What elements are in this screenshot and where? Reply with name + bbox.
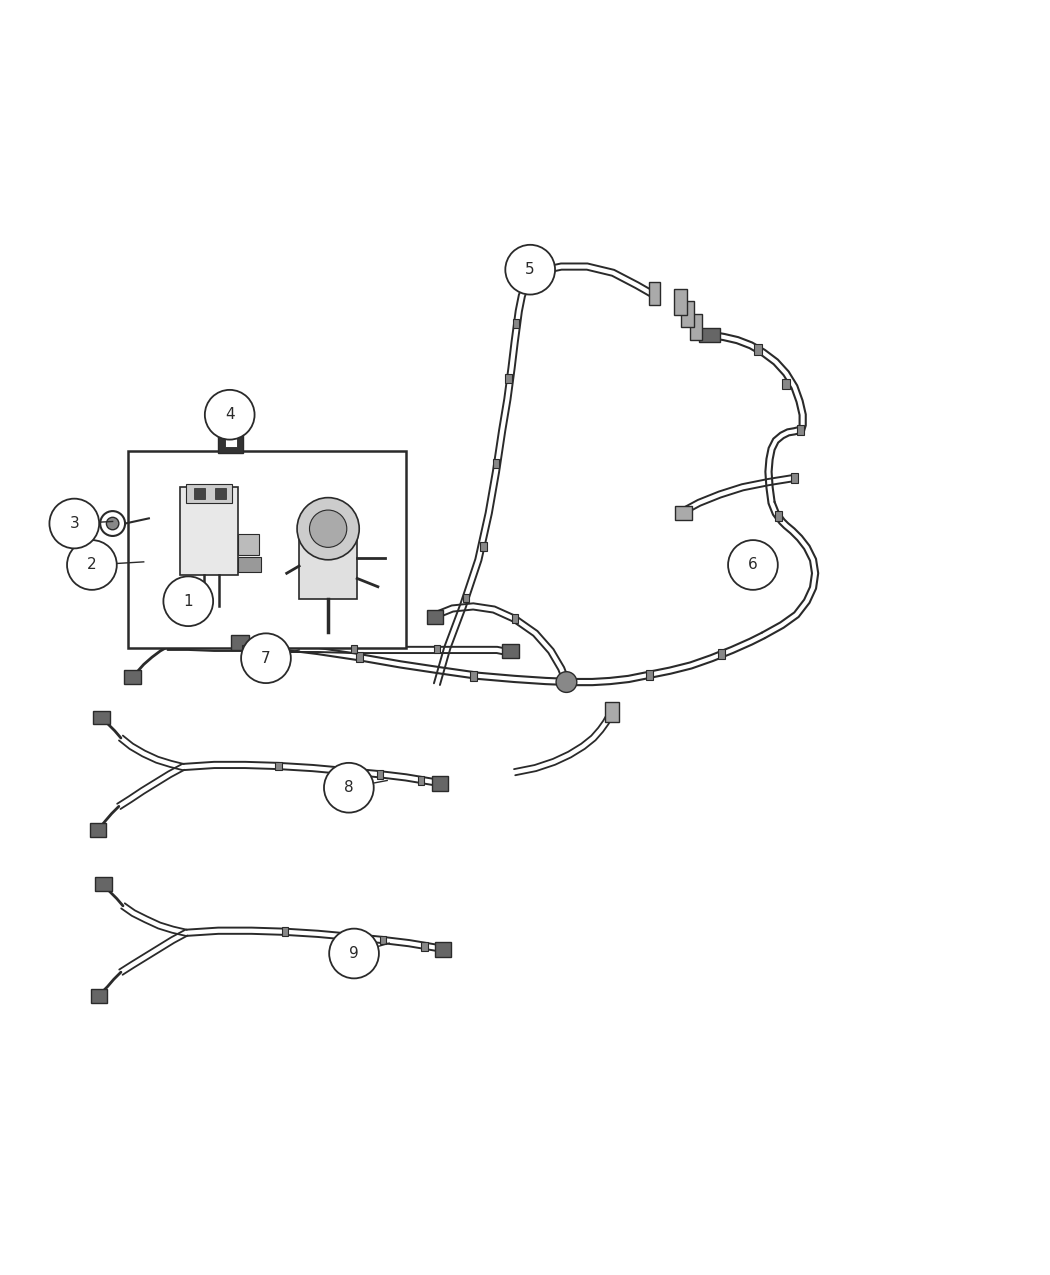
FancyBboxPatch shape: [435, 942, 452, 956]
Circle shape: [329, 928, 379, 978]
Bar: [481, 542, 486, 551]
Circle shape: [164, 576, 213, 626]
FancyBboxPatch shape: [93, 710, 109, 724]
Bar: [563, 677, 570, 687]
Bar: [418, 776, 424, 785]
Bar: [218, 430, 244, 453]
Bar: [649, 282, 659, 305]
Bar: [775, 511, 782, 521]
Bar: [215, 488, 226, 499]
Circle shape: [505, 245, 555, 295]
Bar: [275, 761, 281, 770]
Circle shape: [67, 541, 117, 590]
Bar: [675, 506, 692, 520]
Bar: [377, 770, 383, 779]
Bar: [238, 557, 260, 572]
Bar: [238, 534, 258, 555]
FancyBboxPatch shape: [94, 877, 111, 891]
Bar: [356, 652, 363, 662]
Text: 5: 5: [525, 263, 536, 277]
Bar: [674, 289, 687, 315]
Bar: [243, 645, 249, 653]
FancyBboxPatch shape: [699, 328, 720, 342]
FancyBboxPatch shape: [299, 537, 357, 599]
Bar: [492, 459, 499, 468]
Circle shape: [100, 511, 125, 536]
Bar: [718, 649, 726, 659]
Circle shape: [324, 762, 374, 812]
FancyBboxPatch shape: [502, 644, 519, 658]
Text: 3: 3: [69, 516, 79, 530]
Bar: [421, 942, 427, 951]
Circle shape: [205, 390, 254, 440]
FancyBboxPatch shape: [231, 635, 250, 650]
Circle shape: [310, 510, 347, 547]
Bar: [434, 645, 440, 653]
FancyBboxPatch shape: [124, 669, 141, 685]
FancyBboxPatch shape: [426, 609, 443, 623]
Circle shape: [106, 518, 119, 529]
Circle shape: [556, 672, 576, 692]
Text: 1: 1: [184, 594, 193, 608]
Text: 9: 9: [350, 946, 359, 961]
Text: 8: 8: [344, 780, 354, 796]
Bar: [186, 484, 232, 502]
Bar: [690, 314, 702, 339]
Bar: [463, 594, 469, 603]
Bar: [225, 435, 237, 446]
Bar: [469, 671, 477, 681]
FancyBboxPatch shape: [180, 487, 238, 575]
Bar: [512, 319, 519, 328]
Bar: [797, 425, 804, 435]
Bar: [605, 701, 618, 723]
Bar: [755, 344, 761, 354]
Bar: [511, 615, 518, 623]
Bar: [351, 645, 357, 653]
Bar: [681, 301, 694, 328]
FancyBboxPatch shape: [432, 776, 448, 790]
Circle shape: [242, 634, 291, 683]
Bar: [194, 488, 205, 499]
Circle shape: [297, 497, 359, 560]
Circle shape: [49, 499, 99, 548]
Bar: [128, 451, 406, 648]
Text: 7: 7: [261, 650, 271, 666]
Bar: [646, 669, 653, 680]
FancyBboxPatch shape: [91, 989, 107, 1002]
Bar: [281, 927, 288, 936]
Text: 6: 6: [748, 557, 758, 572]
Bar: [505, 374, 511, 382]
FancyBboxPatch shape: [90, 824, 106, 836]
Bar: [782, 379, 790, 389]
Bar: [791, 473, 798, 483]
Text: 4: 4: [225, 407, 234, 422]
Bar: [380, 936, 386, 945]
Text: 2: 2: [87, 557, 97, 572]
Circle shape: [728, 541, 778, 590]
